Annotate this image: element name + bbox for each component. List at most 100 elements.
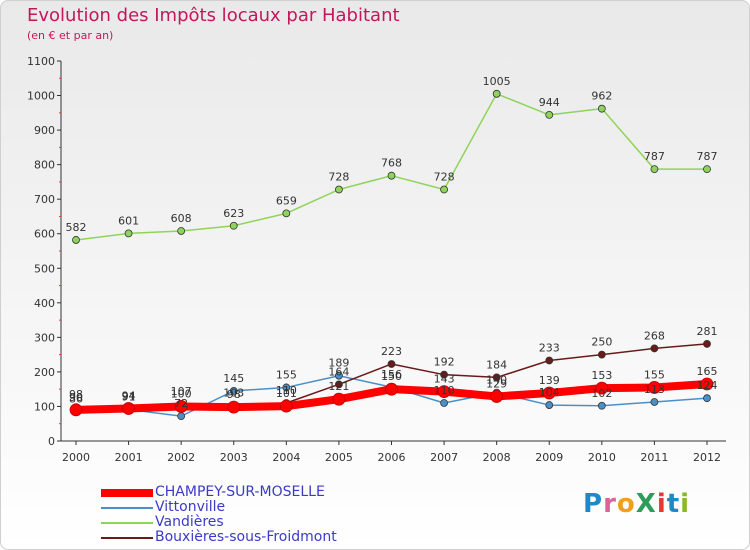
legend-label: Vandières (155, 514, 224, 530)
data-label: 659 (276, 194, 297, 207)
data-label: 140 (486, 374, 507, 387)
x-tick-label: 2010 (588, 451, 616, 464)
data-point (700, 377, 714, 391)
data-point (595, 381, 609, 395)
x-tick-label: 2006 (378, 451, 406, 464)
data-point (542, 386, 556, 400)
data-point (124, 229, 133, 238)
x-tick-label: 2009 (535, 451, 563, 464)
legend-label: Vittonville (155, 499, 226, 515)
data-label: 102 (591, 387, 612, 400)
y-tick-label: 1100 (27, 55, 55, 68)
data-label: 155 (276, 368, 297, 381)
data-label: 103 (223, 386, 244, 399)
x-tick-label: 2011 (640, 451, 668, 464)
data-label: 90 (69, 391, 83, 404)
data-label: 86 (69, 392, 83, 405)
data-label: 728 (434, 171, 455, 184)
data-label: 1005 (483, 75, 511, 88)
x-tick-label: 2002 (167, 451, 195, 464)
logo-letter: i (656, 489, 667, 519)
y-tick-label: 200 (34, 366, 55, 379)
data-label: 107 (171, 385, 192, 398)
data-label: 223 (381, 345, 402, 358)
x-tick-label: 2008 (483, 451, 511, 464)
data-point (650, 398, 659, 406)
data-point (122, 402, 135, 415)
x-tick-label: 2000 (62, 451, 90, 464)
x-tick-label: 2007 (430, 451, 458, 464)
y-tick-label: 500 (34, 262, 55, 275)
data-point (385, 382, 398, 396)
data-label: 124 (697, 379, 718, 392)
data-label: 98 (69, 388, 83, 401)
data-point (648, 381, 661, 394)
logo-letter: P (583, 489, 604, 519)
logo-letter: o (616, 489, 636, 519)
y-tick-label: 400 (34, 297, 55, 310)
data-label: 623 (223, 207, 244, 220)
logo-letter: i (680, 489, 691, 519)
y-tick-label: 900 (34, 124, 55, 137)
data-label: 113 (644, 383, 665, 396)
data-point (282, 383, 291, 392)
data-point (335, 185, 343, 194)
x-tick-label: 2003 (220, 451, 248, 464)
legend-swatch (101, 507, 153, 509)
x-tick-label: 2004 (272, 451, 300, 464)
data-point (490, 390, 504, 403)
data-label: 189 (328, 357, 349, 370)
data-point (440, 370, 448, 379)
data-point (437, 385, 451, 399)
logo-letter: t (666, 489, 681, 519)
x-tick-label: 2005 (325, 451, 353, 464)
data-point (174, 400, 188, 413)
data-label: 156 (381, 368, 402, 381)
data-point (703, 165, 711, 174)
data-label: 281 (697, 325, 718, 338)
data-point (72, 236, 80, 244)
data-label: 192 (434, 356, 455, 369)
x-tick-label: 2012 (693, 451, 721, 464)
legend-label: Bouxières-sous-Froidmont (155, 529, 337, 545)
data-label: 129 (486, 377, 507, 390)
data-point (703, 394, 711, 403)
data-point (440, 185, 448, 194)
data-label: 94 (122, 390, 136, 403)
data-label: 101 (276, 387, 297, 400)
data-point (650, 344, 659, 353)
data-point (279, 399, 293, 413)
y-tick-label: 300 (34, 331, 55, 344)
proxiti-logo: ProXiti (583, 489, 690, 519)
data-point (387, 360, 396, 368)
data-label: 728 (328, 171, 349, 184)
data-label: 121 (328, 380, 349, 393)
legend-swatch (101, 522, 153, 524)
data-label: 72 (174, 397, 188, 410)
data-label: 110 (276, 384, 297, 397)
data-label: 608 (171, 212, 192, 225)
data-label: 962 (591, 90, 612, 103)
data-point (545, 401, 554, 409)
data-point (597, 104, 606, 113)
data-label: 184 (486, 358, 507, 371)
data-point (492, 373, 501, 382)
y-tick-label: 600 (34, 228, 55, 241)
data-point (69, 403, 83, 417)
y-tick-label: 700 (34, 193, 55, 206)
data-point (650, 165, 659, 174)
x-tick-label: 2001 (115, 451, 143, 464)
legend-swatch (101, 537, 153, 539)
data-point (545, 110, 554, 119)
data-label: 250 (591, 336, 612, 349)
y-tick-label: 0 (48, 435, 55, 448)
data-point (492, 89, 501, 98)
y-tick-label: 1000 (27, 90, 55, 103)
data-point (177, 412, 186, 421)
data-point (332, 392, 346, 406)
data-label: 268 (644, 329, 665, 342)
data-label: 100 (171, 387, 192, 400)
data-label: 768 (381, 157, 402, 170)
data-label: 601 (118, 214, 139, 227)
data-label: 139 (539, 374, 560, 387)
